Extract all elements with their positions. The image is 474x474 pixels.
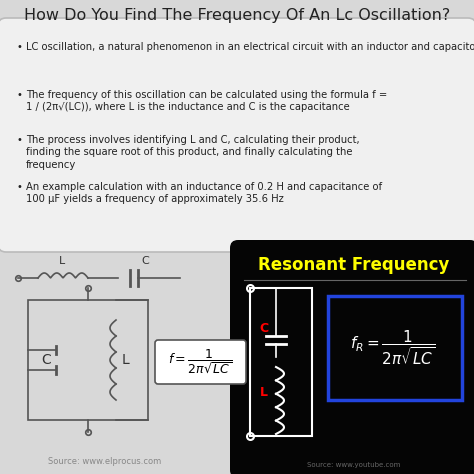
Text: LC oscillation, a natural phenomenon in an electrical circuit with an inductor a: LC oscillation, a natural phenomenon in … bbox=[26, 42, 474, 52]
Text: C: C bbox=[41, 353, 51, 367]
Text: $f_R = \dfrac{1}{2\pi\sqrt{LC}}$: $f_R = \dfrac{1}{2\pi\sqrt{LC}}$ bbox=[350, 328, 436, 367]
Bar bbox=[250, 288, 312, 436]
Text: Source: www.elprocus.com: Source: www.elprocus.com bbox=[48, 457, 162, 466]
Text: •: • bbox=[16, 182, 22, 192]
Text: •: • bbox=[16, 42, 22, 52]
Text: C: C bbox=[259, 321, 269, 335]
FancyBboxPatch shape bbox=[328, 296, 462, 400]
Text: L: L bbox=[260, 386, 268, 400]
FancyBboxPatch shape bbox=[230, 240, 474, 474]
Bar bbox=[28, 300, 148, 420]
Text: An example calculation with an inductance of 0.2 H and capacitance of
100 µF yie: An example calculation with an inductanc… bbox=[26, 182, 382, 204]
Text: Source: www.youtube.com: Source: www.youtube.com bbox=[307, 462, 401, 468]
FancyBboxPatch shape bbox=[155, 340, 246, 384]
Text: The process involves identifying L and C, calculating their product,
finding the: The process involves identifying L and C… bbox=[26, 135, 360, 170]
Text: L: L bbox=[122, 353, 130, 367]
Bar bbox=[0, 248, 474, 474]
Text: •: • bbox=[16, 135, 22, 145]
FancyBboxPatch shape bbox=[0, 18, 474, 252]
Text: How Do You Find The Frequency Of An Lc Oscillation?: How Do You Find The Frequency Of An Lc O… bbox=[24, 8, 450, 23]
Text: •: • bbox=[16, 90, 22, 100]
Text: Resonant Frequency: Resonant Frequency bbox=[258, 256, 450, 274]
Text: The frequency of this oscillation can be calculated using the formula f =
1 / (2: The frequency of this oscillation can be… bbox=[26, 90, 387, 112]
Text: L: L bbox=[59, 256, 65, 266]
Text: $f = \dfrac{1}{2\pi\sqrt{LC}}$: $f = \dfrac{1}{2\pi\sqrt{LC}}$ bbox=[168, 348, 232, 376]
Text: C: C bbox=[141, 256, 149, 266]
